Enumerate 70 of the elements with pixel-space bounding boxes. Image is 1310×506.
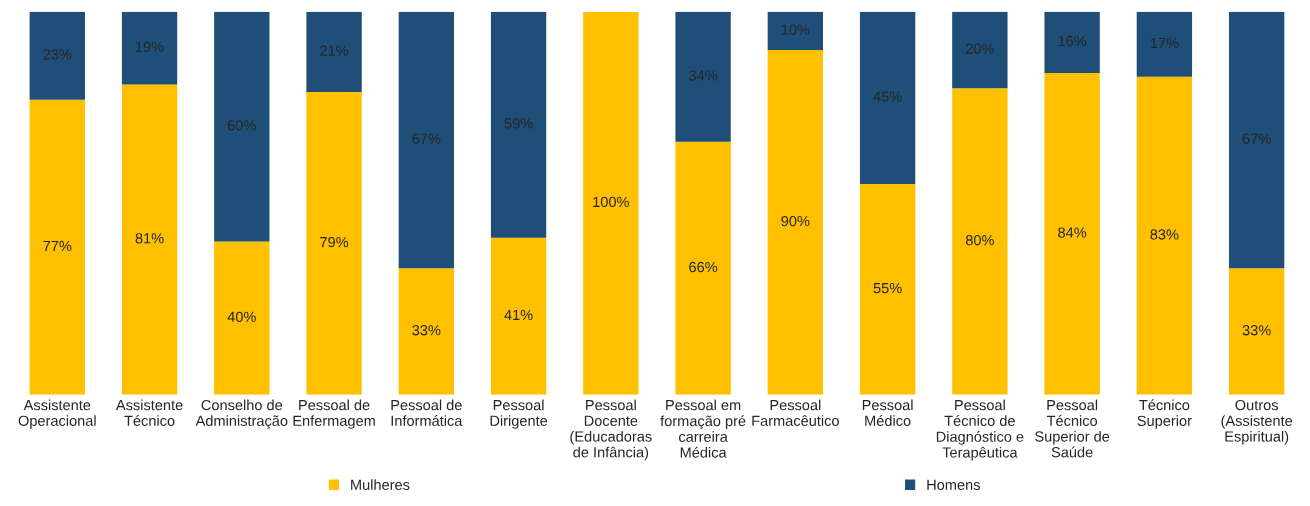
- data-label: 17%: [1150, 37, 1179, 49]
- data-label: 83%: [1150, 229, 1179, 240]
- bar: [583, 11, 639, 395]
- bar: [398, 268, 454, 395]
- bar: [1044, 72, 1100, 395]
- data-label: 81%: [135, 233, 164, 244]
- bar: [306, 92, 362, 395]
- bar: [1136, 76, 1193, 395]
- bar: [214, 241, 270, 395]
- bar: [1228, 268, 1285, 395]
- bar: [859, 11, 916, 185]
- bar: [1044, 11, 1100, 73]
- bar: [1228, 11, 1285, 269]
- data-label: 33%: [412, 325, 441, 336]
- x-tick-label: Pessoal Farmacêutico: [752, 399, 839, 426]
- bar: [767, 49, 824, 395]
- bar: [29, 99, 85, 395]
- bar: [490, 11, 547, 238]
- data-label: 80%: [965, 235, 994, 246]
- bar: [952, 11, 1008, 89]
- legend-label: Homens: [927, 479, 980, 490]
- x-tick-label: Pessoal Técnico de Diagnóstico e Terapêutica: [936, 399, 1024, 461]
- data-label: 19%: [136, 41, 164, 52]
- data-label: 66%: [689, 261, 718, 273]
- data-label: 67%: [1242, 133, 1271, 144]
- bar: [952, 88, 1008, 395]
- bar: [214, 11, 270, 242]
- data-label: 77%: [43, 240, 72, 252]
- x-tick-label: Pessoal de Enfermagem: [293, 399, 375, 429]
- bar: [121, 11, 178, 85]
- data-label: 55%: [873, 283, 902, 294]
- x-tick-label: Pessoal Docente (Educadoras de Infância): [570, 399, 652, 461]
- data-label: 23%: [43, 49, 72, 60]
- bar: [675, 11, 731, 142]
- data-label: 10%: [781, 24, 810, 35]
- bar: [29, 11, 85, 100]
- x-tick-label: Pessoal Médico: [862, 399, 913, 426]
- bar: [398, 11, 454, 269]
- data-label: 21%: [320, 45, 349, 56]
- data-label: 41%: [504, 309, 533, 321]
- data-label: 60%: [227, 120, 256, 131]
- bar: [306, 11, 362, 93]
- data-label: 45%: [873, 91, 902, 102]
- data-label: 67%: [412, 133, 441, 144]
- data-label: 20%: [966, 43, 994, 54]
- data-label: 33%: [1242, 325, 1271, 336]
- x-tick-label: Assistente Técnico: [115, 399, 183, 426]
- data-label: 40%: [227, 311, 256, 322]
- x-tick-label: Outros (Assistente Espiritual): [1221, 399, 1293, 445]
- x-tick-label: Conselho de Administração: [195, 399, 288, 429]
- bar: [859, 184, 916, 395]
- x-tick-label: Pessoal em formação pré carreira Médica: [660, 399, 746, 458]
- data-label: 59%: [504, 118, 533, 129]
- bar: [490, 237, 547, 395]
- x-tick-label: Técnico Superior: [1137, 399, 1192, 429]
- x-tick-label: Pessoal Técnico Superior de Saúde: [1035, 399, 1110, 458]
- data-label: 84%: [1058, 227, 1087, 238]
- x-tick-label: Pessoal de Informática: [391, 399, 463, 426]
- bar: [675, 141, 731, 395]
- data-label: 79%: [320, 236, 349, 248]
- legend-label: Mulheres: [351, 479, 410, 490]
- data-label: 100%: [593, 196, 629, 208]
- bar: [121, 84, 178, 395]
- bar: [767, 11, 824, 50]
- data-label: 16%: [1058, 35, 1087, 47]
- bar: [1136, 11, 1193, 77]
- x-tick-label: Pessoal Dirigente: [490, 399, 548, 429]
- data-label: 90%: [781, 215, 810, 227]
- data-label: 34%: [689, 70, 718, 81]
- x-tick-label: Assistente Operacional: [18, 399, 96, 429]
